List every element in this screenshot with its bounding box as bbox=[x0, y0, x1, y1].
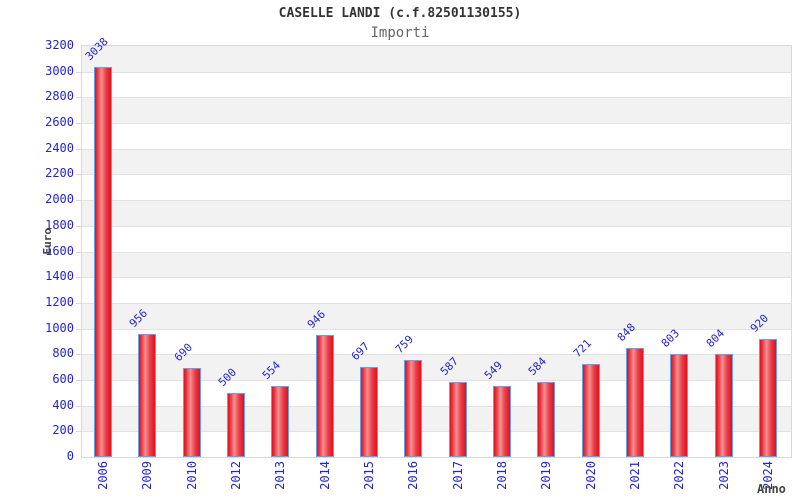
plot-band bbox=[82, 225, 791, 252]
plot-band bbox=[82, 71, 791, 98]
gridline bbox=[82, 379, 791, 381]
bar bbox=[759, 339, 777, 457]
y-tick bbox=[76, 200, 82, 202]
gridline bbox=[82, 225, 791, 227]
plot-band bbox=[82, 251, 791, 278]
y-tick bbox=[76, 97, 82, 99]
y-tick-label: 1400 bbox=[45, 269, 74, 284]
bar bbox=[449, 382, 467, 457]
x-axis-title: Anno bbox=[757, 482, 786, 496]
bar bbox=[316, 335, 334, 457]
x-tick-label: 2019 bbox=[539, 461, 553, 490]
y-tick bbox=[76, 71, 82, 73]
plot-area: 3038 956 690 500 554 946 697 759 587 549 584 721 848… bbox=[76, 35, 792, 458]
gridline bbox=[82, 431, 791, 433]
y-tick-label: 2400 bbox=[45, 140, 74, 155]
y-tick bbox=[76, 302, 82, 304]
gridline bbox=[82, 174, 791, 176]
bar bbox=[493, 386, 511, 457]
y-tick-label: 2000 bbox=[45, 192, 74, 207]
x-tick-label: 2022 bbox=[672, 461, 686, 490]
gridline bbox=[82, 123, 791, 125]
y-tick-label: 1000 bbox=[45, 320, 74, 335]
bar bbox=[271, 386, 289, 457]
chart-title: CASELLE LANDI (c.f.82501130155) bbox=[278, 6, 522, 21]
y-tick-label: 3200 bbox=[45, 38, 74, 52]
y-tick-label: 400 bbox=[52, 397, 74, 412]
x-tick-label: 2006 bbox=[96, 461, 110, 490]
plot-band bbox=[82, 46, 791, 72]
y-tick bbox=[76, 328, 82, 330]
gridline bbox=[82, 200, 791, 202]
plot-band bbox=[82, 148, 791, 175]
y-tick bbox=[76, 405, 82, 407]
x-tick-label: 2016 bbox=[406, 461, 420, 490]
y-tick bbox=[76, 225, 82, 227]
gridline bbox=[82, 405, 791, 407]
gridline bbox=[82, 71, 791, 73]
gridline bbox=[82, 251, 791, 253]
y-tick bbox=[76, 354, 82, 356]
bar bbox=[537, 382, 555, 457]
y-tick-label: 2600 bbox=[45, 115, 74, 130]
x-tick-label: 2014 bbox=[318, 461, 332, 490]
x-tick-label: 2015 bbox=[362, 461, 376, 490]
x-tick-label: 2020 bbox=[584, 461, 598, 490]
bar bbox=[626, 348, 644, 457]
bar bbox=[582, 364, 600, 457]
x-tick-label: 2018 bbox=[495, 461, 509, 490]
bar bbox=[94, 67, 112, 457]
bar bbox=[715, 354, 733, 457]
x-axis: 2006 2009 2010 2012 2013 2014 2015 2016 2017 2018… bbox=[81, 461, 790, 499]
y-tick-label: 1800 bbox=[45, 217, 74, 232]
plot-band bbox=[82, 200, 791, 226]
plot-band bbox=[82, 123, 791, 149]
y-tick bbox=[76, 277, 82, 279]
y-tick-label: 1600 bbox=[45, 243, 74, 258]
x-tick-label: 2009 bbox=[140, 461, 154, 490]
y-tick-label: 600 bbox=[52, 371, 74, 386]
bar bbox=[670, 354, 688, 457]
chart-subtitle: Importi bbox=[370, 25, 430, 41]
plot-band bbox=[82, 174, 791, 201]
plot-band bbox=[82, 97, 791, 124]
bar bbox=[227, 393, 245, 457]
y-tick bbox=[76, 174, 82, 176]
x-tick-label: 2023 bbox=[717, 461, 731, 490]
bar bbox=[183, 368, 201, 457]
gridline bbox=[82, 97, 791, 99]
x-tick-label: 2013 bbox=[273, 461, 287, 490]
y-tick-label: 800 bbox=[52, 346, 74, 361]
y-tick bbox=[76, 123, 82, 125]
y-axis-title: Euro bbox=[41, 228, 54, 255]
y-axis: 0 200 400 600 800 1000 1200 1400 1600 1800 2000 220… bbox=[0, 38, 74, 463]
y-tick-label: 1200 bbox=[45, 294, 74, 309]
y-tick bbox=[76, 379, 82, 381]
y-tick-label: 0 bbox=[66, 449, 74, 463]
gridline bbox=[82, 148, 791, 150]
plot-band bbox=[82, 302, 791, 329]
x-tick-label: 2010 bbox=[185, 461, 199, 490]
plot-band bbox=[82, 328, 791, 355]
y-tick-label: 200 bbox=[52, 423, 74, 438]
x-tick-label: 2012 bbox=[229, 461, 243, 490]
plot-band bbox=[82, 277, 791, 303]
bar bbox=[360, 367, 378, 457]
gridline bbox=[82, 277, 791, 279]
bar bbox=[404, 360, 422, 457]
y-tick bbox=[76, 431, 82, 433]
y-tick bbox=[76, 148, 82, 150]
x-tick-label: 2021 bbox=[628, 461, 642, 490]
gridline bbox=[82, 302, 791, 304]
bar bbox=[138, 334, 156, 457]
y-tick bbox=[76, 251, 82, 253]
y-tick-label: 2200 bbox=[45, 166, 74, 181]
x-tick-label: 2017 bbox=[451, 461, 465, 490]
y-tick-label: 3000 bbox=[45, 63, 74, 78]
gridline bbox=[82, 328, 791, 330]
y-tick-label: 2800 bbox=[45, 89, 74, 104]
gridline bbox=[82, 354, 791, 356]
